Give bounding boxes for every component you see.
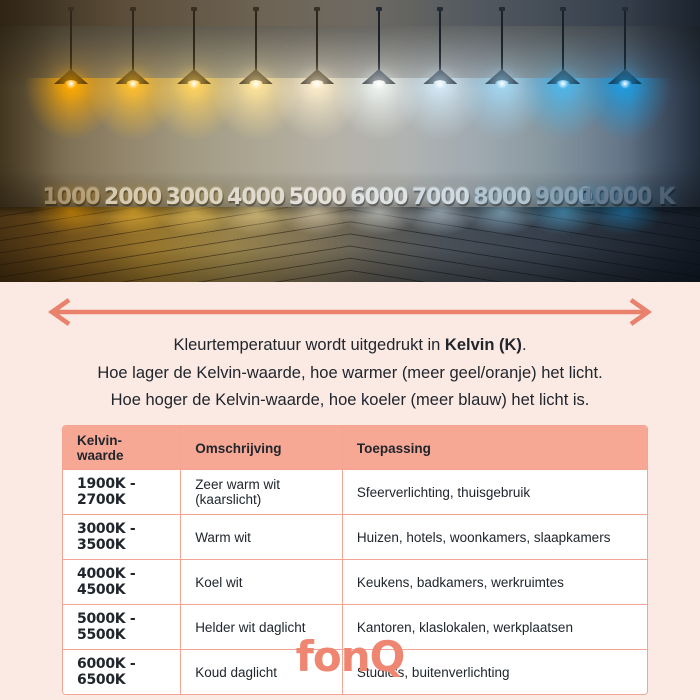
info-section: Kleurtemperatuur wordt uitgedrukt in Kel… — [0, 282, 700, 700]
table-cell: 5000K - 5500K — [63, 604, 181, 650]
intro-line-2: Hoe lager de Kelvin-waarde, hoe warmer (… — [97, 363, 603, 382]
kelvin-table: Kelvin-waarde Omschrijving Toepassing 19… — [62, 425, 648, 695]
table-cell: Warm wit — [180, 514, 343, 560]
table-cell: Koud daglicht — [180, 649, 343, 694]
table-row: 5000K - 5500K Helder wit daglicht Kantoren… — [63, 604, 647, 650]
table-cell: 4000K - 4500K — [63, 559, 181, 605]
table-row: 1900K - 2700K Zeer warm wit (kaarslicht) S… — [63, 469, 647, 515]
table-cell: Studio's, buitenverlichting — [341, 649, 647, 694]
table-cell: Huizen, hotels, woonkamers, slaapkamers — [341, 514, 647, 560]
header-kelvin-waarde: Kelvin-waarde — [63, 426, 181, 470]
table-header-row: Kelvin-waarde Omschrijving Toepassing — [63, 426, 647, 470]
table-cell: Helder wit daglicht — [180, 604, 343, 650]
fonq-logo: fonQ — [295, 632, 406, 681]
table-row: 3000K - 3500K Warm wit Huizen, hotels, woo… — [63, 514, 647, 560]
kelvin-bold: Kelvin (K) — [444, 336, 522, 354]
photo-vignette — [0, 0, 700, 282]
table-cell: Kantoren, klaslokalen, werkplaatsen — [341, 604, 647, 650]
kelvin-scale-photo: 1000200030004000500060007000800090001000… — [0, 0, 700, 282]
intro-text: Kleurtemperatuur wordt uitgedrukt in Kel… — [0, 332, 700, 415]
intro-line-3: Hoe hoger de Kelvin-waarde, hoe koeler (… — [110, 391, 590, 409]
double-arrow-icon — [48, 298, 652, 326]
table-cell: Keukens, badkamers, werkruimtes — [341, 559, 647, 605]
table-cell: Sfeerverlichting, thuisgebruik — [341, 469, 647, 515]
table-cell: Zeer warm wit (kaarslicht) — [180, 469, 343, 515]
header-toepassing: Toepassing — [341, 426, 647, 470]
table-cell: 6000K - 6500K — [63, 649, 181, 694]
table-cell: 3000K - 3500K — [63, 514, 181, 560]
table-row: 6000K - 6500K Koud daglicht Studio's, buit… — [63, 649, 647, 694]
table-row: 4000K - 4500K Koel wit Keukens, badkamers,… — [63, 559, 647, 605]
table-cell: 1900K - 2700K — [63, 469, 181, 515]
intro-line-1: Kleurtemperatuur wordt uitgedrukt in Kel… — [173, 336, 527, 354]
table-cell: Koel wit — [180, 559, 343, 605]
header-omschrijving: Omschrijving — [180, 426, 343, 470]
